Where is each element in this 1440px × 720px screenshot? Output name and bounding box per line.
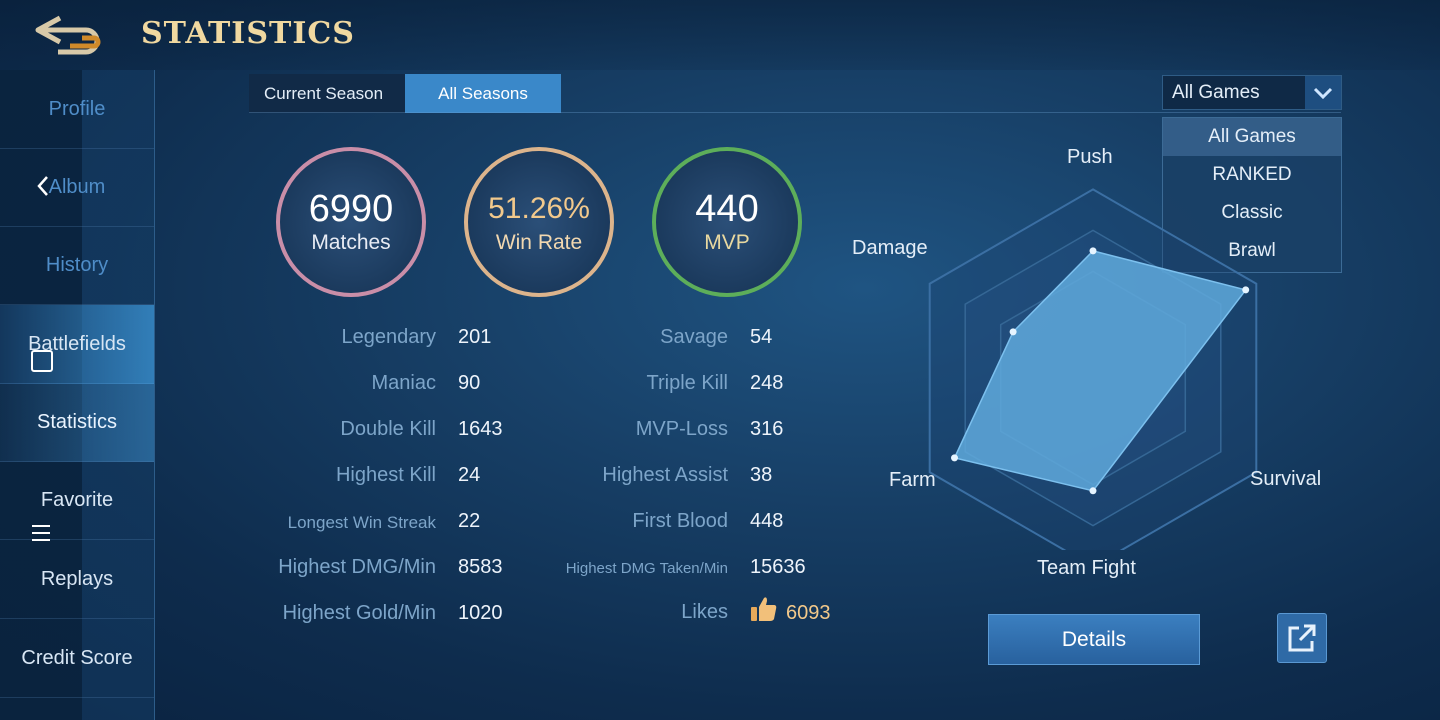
radar-label-survival: Survival bbox=[1250, 468, 1322, 490]
sidebar-item-album[interactable]: Album bbox=[0, 148, 154, 227]
dropdown-menu: All Games RANKED Classic Brawl bbox=[1162, 117, 1342, 273]
chevron-down-icon[interactable] bbox=[1305, 76, 1341, 109]
performance-radar bbox=[900, 150, 1290, 568]
tab-all-seasons[interactable]: All Seasons bbox=[405, 74, 561, 113]
mvp-value: 440 bbox=[695, 188, 759, 230]
stat-value-highest-gold-min: 1020 bbox=[458, 602, 503, 624]
thumbs-up-icon[interactable] bbox=[749, 594, 779, 629]
sidebar-item-label: Album bbox=[48, 175, 106, 198]
radar-label-damage: Damage bbox=[852, 237, 928, 259]
radar-point bbox=[1242, 286, 1250, 294]
sidebar-item-label: Battlefields bbox=[28, 332, 126, 355]
chevron-left-icon[interactable] bbox=[36, 174, 50, 205]
stat-label-highest-kill: Highest Kill bbox=[335, 464, 436, 486]
dropdown-option-ranked[interactable]: RANKED bbox=[1212, 164, 1292, 185]
sidebar-item-credit-score[interactable]: Credit Score bbox=[0, 619, 154, 698]
stat-label-triple-kill: Triple Kill bbox=[646, 372, 729, 394]
mvp-circle: 440 MVP bbox=[652, 147, 802, 297]
sidebar-item-label: Profile bbox=[48, 97, 106, 120]
stat-label-highest-assist: Highest Assist bbox=[602, 464, 728, 486]
mvp-label: MVP bbox=[704, 231, 750, 254]
stat-label-first-blood: First Blood bbox=[632, 510, 728, 532]
stat-value-longest-win-streak: 22 bbox=[458, 510, 481, 532]
matches-circle: 6990 Matches bbox=[276, 147, 426, 297]
stat-value-highest-dmg-taken-min: 15636 bbox=[750, 556, 806, 578]
sidebar-item-battlefields[interactable]: Battlefields bbox=[0, 305, 154, 384]
stat-value-highest-assist: 38 bbox=[750, 464, 773, 486]
stat-value-triple-kill: 248 bbox=[750, 372, 784, 394]
stat-label-double-kill: Double Kill bbox=[340, 418, 436, 440]
sidebar-item-statistics[interactable]: Statistics bbox=[0, 383, 154, 462]
stat-value-first-blood: 448 bbox=[750, 510, 784, 532]
square-icon[interactable] bbox=[31, 350, 53, 372]
dropdown-option-brawl[interactable]: Brawl bbox=[1228, 240, 1276, 261]
matches-label: Matches bbox=[311, 231, 391, 254]
external-link-icon[interactable] bbox=[1277, 613, 1327, 663]
sidebar-item-favorite[interactable]: Favorite bbox=[0, 461, 154, 540]
stat-value-savage: 54 bbox=[750, 326, 773, 348]
sidebar-item-replays[interactable]: Replays bbox=[0, 540, 154, 619]
stat-label-likes: Likes bbox=[681, 601, 728, 623]
top-bar: STATISTICS bbox=[0, 0, 1440, 70]
sidebar-item-label: Replays bbox=[40, 567, 114, 590]
sidebar: Profile Album History Battlefields Stati… bbox=[0, 70, 155, 720]
sidebar-item-label: Favorite bbox=[40, 488, 114, 511]
radar-point bbox=[1009, 328, 1017, 336]
stat-label-highest-dmg-taken-min: Highest DMG Taken/Min bbox=[565, 560, 728, 577]
radar-label-farm: Farm bbox=[889, 469, 936, 491]
game-mode-dropdown[interactable]: All Games bbox=[1162, 75, 1342, 110]
radar-value-shape bbox=[953, 250, 1247, 492]
stat-value-mvp-loss: 316 bbox=[750, 418, 784, 440]
details-button[interactable]: Details bbox=[988, 614, 1200, 665]
page-title: STATISTICS bbox=[141, 16, 355, 51]
radar-point bbox=[1089, 487, 1097, 495]
stat-value-legendary: 201 bbox=[458, 326, 492, 348]
radar-label-push: Push bbox=[1067, 146, 1113, 168]
stat-label-longest-win-streak: Longest Win Streak bbox=[287, 513, 436, 532]
win-rate-value: 51.26% bbox=[488, 192, 590, 225]
stat-value-highest-dmg-min: 8583 bbox=[458, 556, 503, 578]
stat-label-maniac: Maniac bbox=[371, 372, 436, 394]
stat-label-savage: Savage bbox=[660, 326, 728, 348]
stat-value-maniac: 90 bbox=[458, 372, 481, 394]
radar-point bbox=[1089, 247, 1097, 255]
stat-label-highest-dmg-min: Highest DMG/Min bbox=[278, 556, 436, 578]
sidebar-item-history[interactable]: History bbox=[0, 226, 154, 305]
menu-icon[interactable] bbox=[31, 519, 51, 550]
season-tabs: Current Season All Seasons bbox=[249, 74, 561, 113]
stat-value-likes: 6093 bbox=[786, 602, 831, 624]
sidebar-item-label: Statistics bbox=[36, 410, 118, 433]
stat-value-highest-kill: 24 bbox=[458, 464, 481, 486]
sidebar-item-label: Credit Score bbox=[21, 646, 133, 669]
win-rate-circle: 51.26% Win Rate bbox=[464, 147, 614, 297]
divider bbox=[249, 112, 1341, 113]
stat-value-double-kill: 1643 bbox=[458, 418, 503, 440]
dropdown-option-all-games[interactable]: All Games bbox=[1163, 118, 1341, 156]
matches-value: 6990 bbox=[308, 188, 394, 230]
back-arrow-icon[interactable] bbox=[30, 10, 114, 56]
sidebar-item-profile[interactable]: Profile bbox=[0, 70, 154, 149]
stat-label-highest-gold-min: Highest Gold/Min bbox=[282, 602, 436, 624]
stat-label-legendary: Legendary bbox=[341, 326, 436, 348]
radar-label-team-fight: Team Fight bbox=[1037, 557, 1136, 579]
sidebar-item-label: History bbox=[45, 253, 109, 276]
stat-label-mvp-loss: MVP-Loss bbox=[635, 418, 728, 440]
win-rate-label: Win Rate bbox=[495, 231, 583, 254]
radar-svg bbox=[928, 188, 1258, 568]
radar-point bbox=[951, 454, 958, 462]
dropdown-option-classic[interactable]: Classic bbox=[1221, 202, 1283, 223]
dropdown-selected-value: All Games bbox=[1172, 81, 1260, 103]
tab-current-season[interactable]: Current Season bbox=[249, 74, 405, 113]
